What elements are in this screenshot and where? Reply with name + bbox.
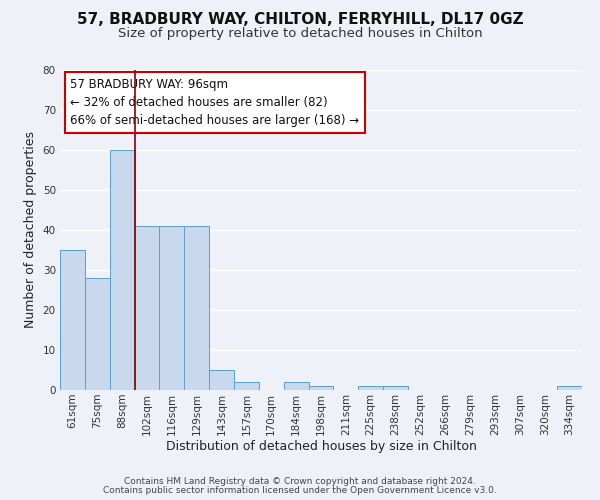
Bar	[160, 226, 184, 390]
X-axis label: Distribution of detached houses by size in Chilton: Distribution of detached houses by size …	[166, 440, 476, 454]
Bar	[209, 370, 234, 390]
Text: Contains HM Land Registry data © Crown copyright and database right 2024.: Contains HM Land Registry data © Crown c…	[124, 477, 476, 486]
Bar	[234, 382, 259, 390]
Bar	[308, 386, 334, 390]
Bar	[85, 278, 110, 390]
Bar	[134, 226, 160, 390]
Text: Contains public sector information licensed under the Open Government Licence v3: Contains public sector information licen…	[103, 486, 497, 495]
Bar	[557, 386, 582, 390]
Text: 57, BRADBURY WAY, CHILTON, FERRYHILL, DL17 0GZ: 57, BRADBURY WAY, CHILTON, FERRYHILL, DL…	[77, 12, 523, 28]
Text: Size of property relative to detached houses in Chilton: Size of property relative to detached ho…	[118, 28, 482, 40]
Bar	[358, 386, 383, 390]
Bar	[60, 250, 85, 390]
Y-axis label: Number of detached properties: Number of detached properties	[24, 132, 37, 328]
Bar	[284, 382, 308, 390]
Bar	[184, 226, 209, 390]
Text: 57 BRADBURY WAY: 96sqm
← 32% of detached houses are smaller (82)
66% of semi-det: 57 BRADBURY WAY: 96sqm ← 32% of detached…	[70, 78, 359, 127]
Bar	[110, 150, 134, 390]
Bar	[383, 386, 408, 390]
